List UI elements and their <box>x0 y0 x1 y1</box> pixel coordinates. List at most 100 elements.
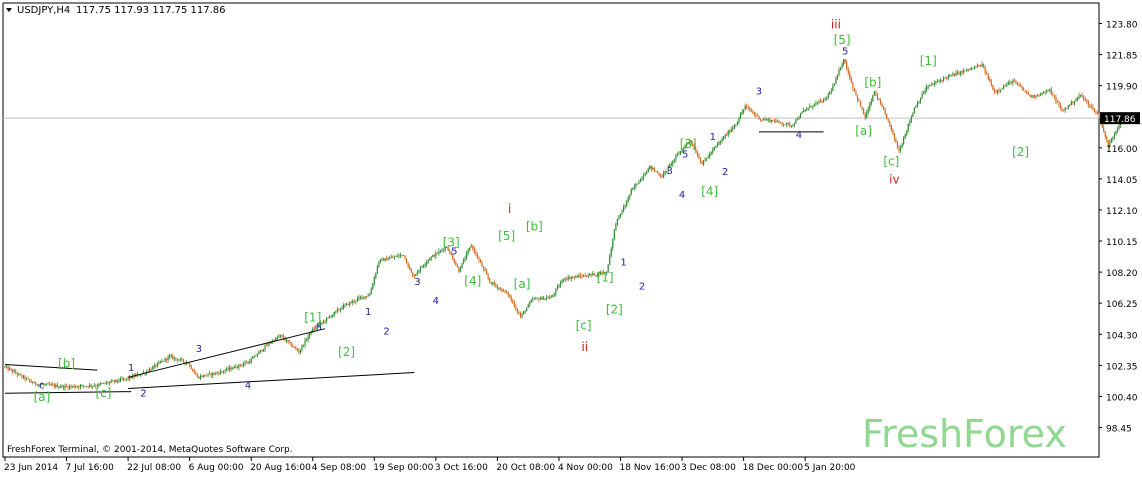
candle-body <box>476 253 478 258</box>
wave-label: 5 <box>451 247 457 258</box>
candle-body <box>850 78 852 83</box>
candle-body <box>1063 110 1065 112</box>
candle-body <box>699 159 702 162</box>
candle-body <box>150 369 152 370</box>
candle-body <box>613 230 615 239</box>
candle-body <box>692 143 694 146</box>
candle-body <box>575 276 577 278</box>
wave-label: 4 <box>679 190 685 201</box>
candle-body <box>242 363 245 366</box>
candle-body <box>795 119 797 124</box>
candle-body <box>610 248 612 256</box>
candle-body <box>49 383 51 385</box>
candle-body <box>387 259 389 261</box>
candle-body <box>819 100 822 102</box>
candle-body <box>924 90 926 93</box>
candle-body <box>682 148 685 150</box>
candle-body <box>553 293 555 296</box>
candle-body <box>538 298 540 300</box>
candle-body <box>769 119 771 122</box>
candle-body <box>639 178 642 183</box>
candle-body <box>886 113 888 119</box>
candle-body <box>718 142 720 145</box>
candle-body <box>986 72 988 74</box>
candle-body <box>450 251 452 256</box>
candle-body <box>1086 99 1088 102</box>
wave-label: 2 <box>639 282 645 293</box>
candle-body <box>90 384 92 387</box>
candle-body <box>753 112 755 115</box>
candle-body <box>442 249 445 251</box>
candle-body <box>1036 94 1039 97</box>
candle-body <box>13 371 15 373</box>
candle-body <box>76 386 78 388</box>
candle-body <box>544 298 546 300</box>
watermark: FreshForex <box>862 412 1067 456</box>
candle-body <box>676 154 679 156</box>
candle-body <box>321 322 323 324</box>
candle-body <box>1047 90 1049 92</box>
candle-body <box>686 143 688 146</box>
candle-body <box>712 149 714 153</box>
candle-body <box>285 340 288 341</box>
candle-body <box>367 295 369 297</box>
wave-label: 1 <box>620 258 626 269</box>
candle-body <box>93 385 95 387</box>
candle-body <box>329 316 331 318</box>
candle-body <box>19 373 21 375</box>
candle-body <box>204 375 206 377</box>
candle-body <box>149 369 151 372</box>
candle-body <box>630 189 632 195</box>
candle-body <box>338 309 340 311</box>
candle-body <box>59 386 61 388</box>
candle-body <box>847 69 849 74</box>
candle-body <box>786 123 788 125</box>
candle-body <box>64 385 66 389</box>
candle-body <box>961 71 963 73</box>
candle-body <box>61 385 63 387</box>
candle-body <box>1098 113 1100 117</box>
candle-body <box>381 258 383 260</box>
candle-body <box>293 346 295 348</box>
candle-body <box>1107 140 1109 148</box>
wave-label: [b] <box>864 75 881 89</box>
candle-body <box>1044 92 1046 94</box>
y-tick-label: 112.10 <box>1106 207 1138 217</box>
candle-body <box>361 296 363 298</box>
candle-body <box>1033 95 1036 97</box>
y-tick-label: 108.20 <box>1106 269 1138 279</box>
candle-body <box>939 80 942 81</box>
candle-body <box>570 277 572 279</box>
candle-body <box>806 109 808 111</box>
candle-body <box>135 375 137 377</box>
trendlines <box>4 131 824 394</box>
candle-body <box>903 138 905 144</box>
candle-body <box>373 277 375 285</box>
candle-body <box>889 121 891 125</box>
trendline <box>127 328 326 378</box>
wave-label: [a] <box>34 390 51 404</box>
candle-body <box>189 363 191 366</box>
candle-body <box>467 250 469 254</box>
candle-body <box>444 247 446 251</box>
candle-body <box>976 65 979 68</box>
candle-body <box>738 118 740 123</box>
x-tick-label: 3 Dec 08:00 <box>681 463 736 473</box>
candle-body <box>867 108 869 113</box>
wave-label: [2] <box>1012 145 1029 159</box>
candle-body <box>162 360 165 362</box>
x-tick-label: 18 Nov 16:00 <box>620 463 681 473</box>
candle-body <box>432 255 434 257</box>
candle-body <box>1093 108 1096 113</box>
candle-body <box>878 99 880 101</box>
candle-body <box>184 361 186 364</box>
triangle-down-icon[interactable] <box>6 8 12 12</box>
candle-body <box>122 378 125 380</box>
candle-body <box>709 153 711 157</box>
candle-body <box>265 345 268 347</box>
candle-body <box>346 303 348 305</box>
candle-body <box>399 254 402 256</box>
candle-body <box>510 296 512 301</box>
candle-body <box>402 254 405 256</box>
